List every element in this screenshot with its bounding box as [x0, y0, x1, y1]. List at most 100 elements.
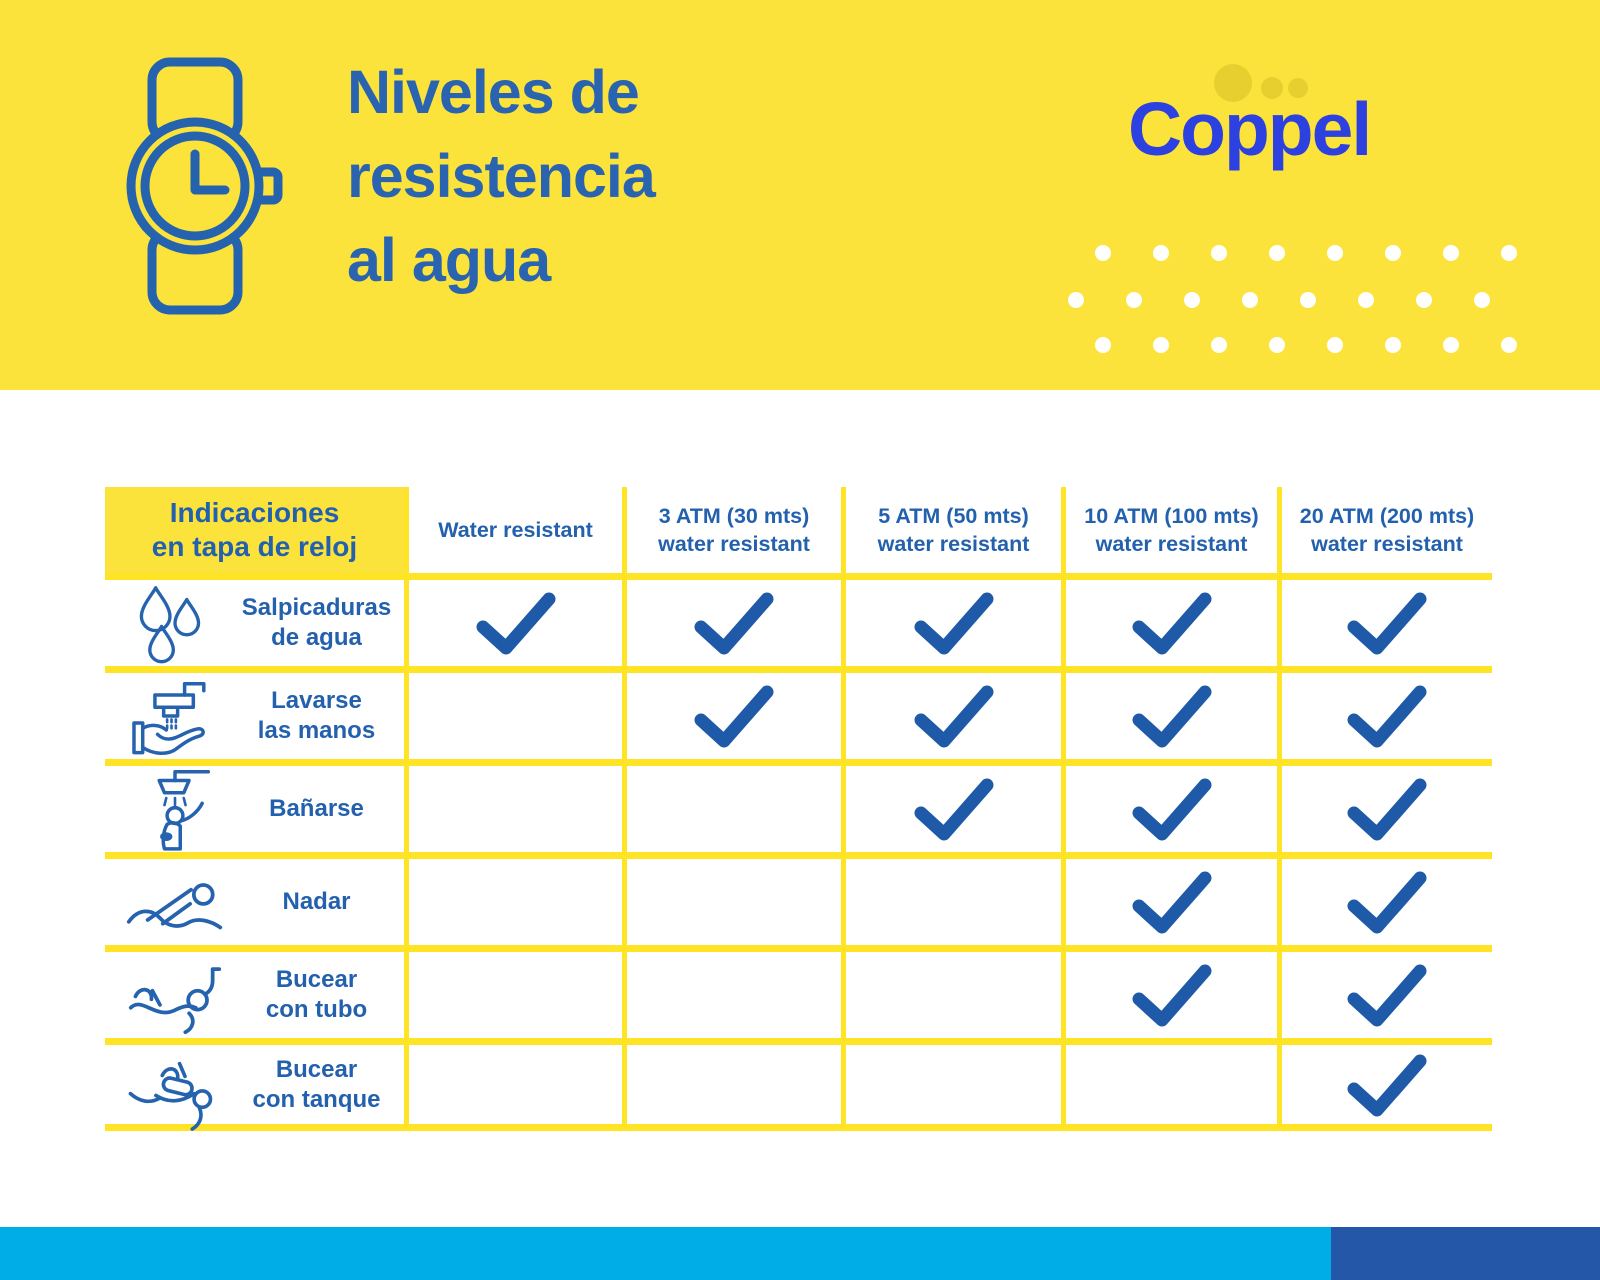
white-dot [1358, 292, 1374, 308]
check-icon [1347, 1054, 1427, 1116]
row-label: Bucear con tubo [265, 966, 368, 1023]
check-icon [914, 592, 993, 655]
table-cell [1277, 1038, 1492, 1131]
logo-dot-medium [1261, 77, 1283, 99]
white-dot [1385, 337, 1401, 353]
white-dot [1269, 337, 1285, 353]
row-label: Bucear con tanque [252, 1055, 381, 1113]
table-corner-header: Indicaciones en tapa de reloj [105, 487, 404, 573]
check-icon [476, 592, 555, 655]
check-icon [1132, 592, 1211, 655]
row-header: Bañarse [105, 759, 404, 852]
column-header: 5 ATM (50 mts) water resistant [841, 487, 1061, 573]
white-dot [1153, 245, 1169, 261]
white-dot [1443, 337, 1459, 353]
column-header: 10 ATM (100 mts) water resistant [1061, 487, 1277, 573]
table-cell [622, 945, 841, 1038]
table-cell [1277, 852, 1492, 945]
page-title: Niveles de resistencia al agua [347, 58, 656, 294]
row-header: Salpicaduras de agua [105, 573, 404, 666]
white-dot [1474, 292, 1490, 308]
check-icon [1347, 964, 1427, 1027]
white-dot [1443, 245, 1459, 261]
coppel-logo: Coppel [1128, 87, 1372, 171]
table-cell [622, 759, 841, 852]
white-dot [1095, 245, 1111, 261]
check-icon [914, 778, 993, 841]
white-dot [1184, 292, 1200, 308]
table-cell [841, 573, 1061, 666]
table-cell [841, 1038, 1061, 1131]
table-cell [1061, 573, 1277, 666]
swimmer-icon [117, 869, 233, 935]
hand-washing-icon [117, 672, 233, 760]
column-header: Water resistant [404, 487, 622, 573]
row-header: Bucear con tubo [105, 945, 404, 1038]
table-cell [404, 666, 622, 759]
scuba-diving-icon [117, 1037, 233, 1133]
white-dot [1269, 245, 1285, 261]
table-cell [622, 1038, 841, 1131]
table-cell [622, 852, 841, 945]
white-dot [1300, 292, 1316, 308]
check-icon [1347, 871, 1427, 934]
table-cell [841, 666, 1061, 759]
table-cell [1061, 945, 1277, 1038]
table-cell [404, 1038, 622, 1131]
table-cell [1061, 666, 1277, 759]
white-dot [1068, 292, 1084, 308]
table-cell [404, 945, 622, 1038]
check-icon [1347, 778, 1427, 841]
resistance-table: Indicaciones en tapa de reloj Water resis… [105, 487, 1492, 1131]
check-icon [694, 685, 774, 748]
table-cell [1061, 1038, 1277, 1131]
yellow-header-band: Niveles de resistencia al agua Coppel [0, 0, 1600, 390]
table-cell [1061, 759, 1277, 852]
white-dot [1416, 292, 1432, 308]
table-cell [1277, 666, 1492, 759]
row-label: Lavarse las manos [257, 687, 376, 744]
white-dot [1501, 337, 1517, 353]
table-cell [1277, 573, 1492, 666]
check-icon [1132, 871, 1211, 934]
logo-dot-large [1214, 64, 1252, 102]
white-dot [1095, 337, 1111, 353]
table-cell [404, 852, 622, 945]
table-cell [622, 666, 841, 759]
row-label: Salpicaduras de agua [241, 594, 392, 651]
table-cell [841, 852, 1061, 945]
table-cell [1061, 852, 1277, 945]
table-cell [1277, 759, 1492, 852]
white-dot [1385, 245, 1401, 261]
check-icon [1347, 592, 1427, 655]
white-dot [1327, 245, 1343, 261]
check-icon [1132, 778, 1211, 841]
check-icon [1132, 964, 1211, 1027]
table-cell [841, 759, 1061, 852]
snorkeling-icon [117, 955, 233, 1035]
row-header: Nadar [105, 852, 404, 945]
shower-icon [117, 763, 233, 855]
white-dot [1242, 292, 1258, 308]
white-dot [1501, 245, 1517, 261]
row-label: Bañarse [269, 795, 364, 822]
row-header: Bucear con tanque [105, 1038, 404, 1131]
check-icon [694, 592, 774, 655]
water-drops-icon [117, 579, 233, 667]
column-header: 3 ATM (30 mts) water resistant [622, 487, 841, 573]
row-label: Nadar [282, 888, 351, 915]
check-icon [1132, 685, 1211, 748]
watch-icon [126, 57, 283, 315]
table-cell [622, 573, 841, 666]
column-header: 20 ATM (200 mts) water resistant [1277, 487, 1492, 573]
white-dot [1126, 292, 1142, 308]
white-dot [1211, 337, 1227, 353]
table-cell [404, 573, 622, 666]
table-cell [404, 759, 622, 852]
table-cell [841, 945, 1061, 1038]
white-dot [1327, 337, 1343, 353]
logo-dot-small [1288, 78, 1308, 98]
footer-bar-light [0, 1227, 1331, 1280]
white-dot [1153, 337, 1169, 353]
check-icon [1347, 685, 1427, 748]
